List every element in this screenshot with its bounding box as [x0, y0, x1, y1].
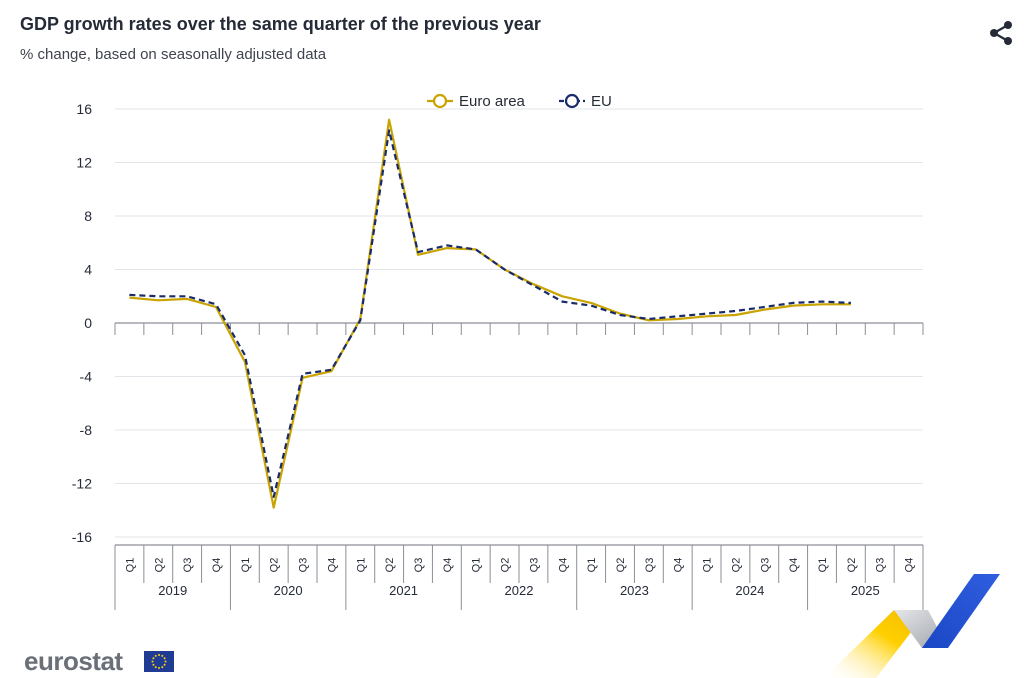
chart-subtitle: % change, based on seasonally adjusted d…	[20, 46, 327, 63]
x-tick-quarter: Q1	[124, 558, 136, 573]
x-tick-quarter: Q1	[355, 558, 367, 573]
x-tick-quarter: Q3	[413, 558, 425, 573]
y-tick-label: -8	[80, 422, 93, 438]
x-tick-quarter: Q4	[788, 558, 800, 573]
y-tick-label: -4	[80, 369, 93, 385]
x-tick-quarter: Q3	[644, 558, 656, 573]
chart-title: GDP growth rates over the same quarter o…	[20, 14, 541, 34]
y-tick-label: 16	[76, 101, 92, 117]
x-tick-quarter: Q1	[586, 558, 598, 573]
grid-lines	[115, 108, 923, 538]
x-tick-quarter: Q4	[557, 558, 569, 573]
series-line-eu[interactable]	[129, 129, 851, 498]
y-tick-label: -12	[72, 476, 92, 492]
y-tick-label: -16	[72, 529, 92, 545]
legend[interactable]: Euro area EU	[427, 93, 612, 110]
legend-item-eu[interactable]: EU	[559, 93, 612, 110]
x-tick-quarter: Q1	[240, 558, 252, 573]
x-tick-year: 2022	[505, 583, 534, 598]
x-tick-year: 2021	[389, 583, 418, 598]
legend-item-euro-area[interactable]: Euro area	[427, 93, 526, 110]
x-tick-quarter: Q2	[846, 558, 858, 573]
x-tick-quarter: Q4	[904, 558, 916, 573]
y-tick-label: 0	[84, 315, 92, 331]
x-tick-year: 2024	[735, 583, 764, 598]
x-tick-quarter: Q4	[326, 558, 338, 573]
x-tick-quarter: Q3	[875, 558, 887, 573]
x-axis: Q1 Q2 Q3 Q4 2019 Q1 Q2 Q3 Q4 2020 Q1 Q2 Q3 Q4 2021 Q1 Q2…	[114, 322, 924, 610]
x-tick-quarter: Q4	[211, 558, 223, 573]
x-tick-quarter: Q2	[500, 558, 512, 573]
decorative-ribbon	[824, 574, 1000, 678]
x-tick-quarter: Q1	[471, 558, 483, 573]
x-tick-quarter: Q4	[673, 558, 685, 573]
x-tick-quarter: Q3	[298, 558, 310, 573]
x-tick-quarter: Q4	[442, 558, 454, 573]
legend-marker	[564, 93, 580, 109]
x-tick-year: 2020	[274, 583, 303, 598]
x-tick-quarter: Q2	[730, 558, 742, 573]
x-tick-quarter: Q2	[269, 558, 281, 573]
x-tick-year: 2023	[620, 583, 649, 598]
y-tick-label: 4	[84, 262, 92, 278]
x-tick-quarter: Q1	[702, 558, 714, 573]
legend-marker	[432, 93, 448, 109]
share-icon[interactable]	[986, 18, 1016, 48]
x-tick-quarter: Q2	[615, 558, 627, 573]
y-tick-label: 8	[84, 208, 92, 224]
y-axis: 16 12 8 4 0 -4 -8 -12 -16	[72, 101, 92, 545]
x-tick-quarter: Q3	[528, 558, 540, 573]
series-line-euro-area[interactable]	[129, 118, 851, 509]
eurostat-logo: eurostat	[24, 646, 123, 676]
series-lines	[129, 118, 851, 509]
x-tick-quarter: Q2	[153, 558, 165, 573]
x-tick-quarter: Q3	[182, 558, 194, 573]
x-tick-year: 2019	[158, 583, 187, 598]
x-tick-quarter: Q2	[384, 558, 396, 573]
x-tick-quarter: Q3	[759, 558, 771, 573]
eu-flag-icon	[144, 651, 174, 672]
x-tick-quarter: Q1	[817, 558, 829, 573]
legend-label: EU	[591, 93, 612, 110]
x-tick-year: 2025	[851, 583, 880, 598]
y-tick-label: 12	[76, 155, 92, 171]
gdp-line-chart: 16 12 8 4 0 -4 -8 -12 -16 Q1 Q2 Q3 Q4 2019 Q1 Q2 Q3 Q4 20…	[72, 93, 924, 610]
legend-label: Euro area	[459, 93, 526, 110]
